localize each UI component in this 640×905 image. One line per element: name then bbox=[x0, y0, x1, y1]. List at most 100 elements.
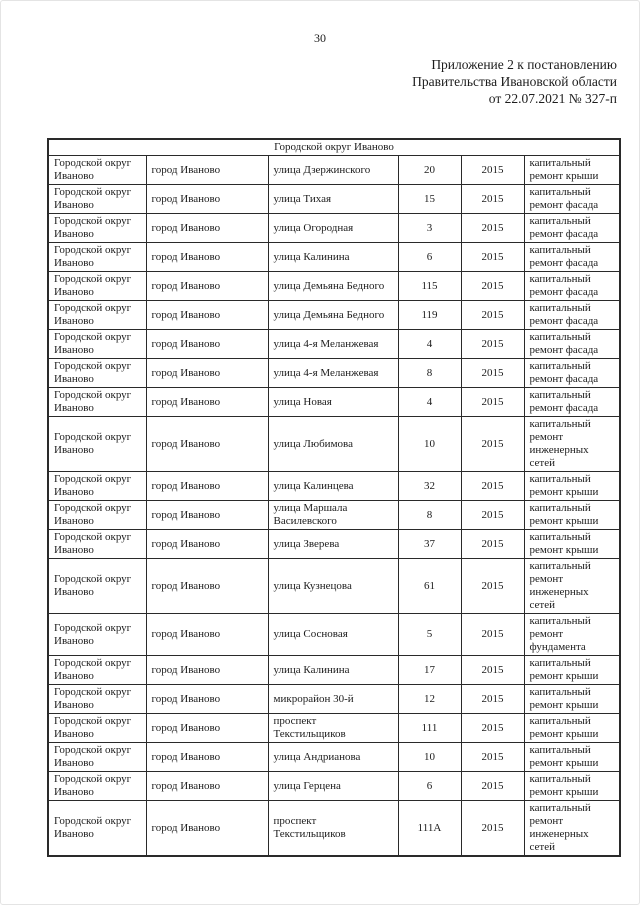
cell-street: улица Новая bbox=[267, 387, 399, 417]
cell-city: город Иваново bbox=[145, 742, 269, 772]
cell-year: 2015 bbox=[460, 329, 525, 359]
cell-work-type: капитальный ремонт крыши bbox=[523, 771, 621, 801]
cell-municipality: Городской округ Иваново bbox=[47, 655, 147, 685]
cell-city: город Иваново bbox=[145, 329, 269, 359]
cell-municipality: Городской округ Иваново bbox=[47, 684, 147, 714]
cell-year: 2015 bbox=[460, 713, 525, 743]
cell-work-type: капитальный ремонт крыши bbox=[523, 471, 621, 501]
cell-house-number: 17 bbox=[397, 655, 462, 685]
cell-house-number: 32 bbox=[397, 471, 462, 501]
annex-line-3: от 22.07.2021 № 327-п bbox=[488, 91, 617, 106]
cell-municipality: Городской округ Иваново bbox=[47, 416, 147, 472]
cell-street: улица Демьяна Бедного bbox=[267, 271, 399, 301]
table-row: Городской округ Иваново город Иваново пр… bbox=[47, 713, 621, 743]
annex-line-1: Приложение 2 к постановлению bbox=[431, 57, 617, 72]
cell-house-number: 8 bbox=[397, 500, 462, 530]
cell-city: город Иваново bbox=[145, 713, 269, 743]
cell-street: улица Любимова bbox=[267, 416, 399, 472]
cell-street: улица Калинина bbox=[267, 655, 399, 685]
cell-work-type: капитальный ремонт фундамента bbox=[523, 613, 621, 656]
cell-street: улица Калинина bbox=[267, 242, 399, 272]
cell-year: 2015 bbox=[460, 184, 525, 214]
cell-work-type: капитальный ремонт крыши bbox=[523, 655, 621, 685]
cell-year: 2015 bbox=[460, 387, 525, 417]
cell-city: город Иваново bbox=[145, 558, 269, 614]
cell-year: 2015 bbox=[460, 242, 525, 272]
cell-city: город Иваново bbox=[145, 155, 269, 185]
table-row: Городской округ Иваново город Иваново ул… bbox=[47, 155, 621, 185]
table-row: Городской округ Иваново город Иваново ул… bbox=[47, 655, 621, 685]
table-row: Городской округ Иваново город Иваново ул… bbox=[47, 613, 621, 656]
cell-house-number: 111 bbox=[397, 713, 462, 743]
cell-municipality: Городской округ Иваново bbox=[47, 771, 147, 801]
table-row: Городской округ Иваново город Иваново ул… bbox=[47, 558, 621, 614]
cell-municipality: Городской округ Иваново bbox=[47, 713, 147, 743]
cell-city: город Иваново bbox=[145, 416, 269, 472]
table-row: Городской округ Иваново город Иваново ул… bbox=[47, 184, 621, 214]
cell-work-type: капитальный ремонт крыши bbox=[523, 713, 621, 743]
cell-year: 2015 bbox=[460, 155, 525, 185]
table-row: Городской округ Иваново город Иваново ул… bbox=[47, 242, 621, 272]
cell-city: город Иваново bbox=[145, 500, 269, 530]
cell-municipality: Городской округ Иваново bbox=[47, 613, 147, 656]
cell-city: город Иваново bbox=[145, 529, 269, 559]
cell-year: 2015 bbox=[460, 213, 525, 243]
cell-municipality: Городской округ Иваново bbox=[47, 387, 147, 417]
cell-year: 2015 bbox=[460, 529, 525, 559]
cell-municipality: Городской округ Иваново bbox=[47, 471, 147, 501]
cell-work-type: капитальный ремонт фасада bbox=[523, 329, 621, 359]
cell-work-type: капитальный ремонт инженерных сетей bbox=[523, 558, 621, 614]
cell-municipality: Городской округ Иваново bbox=[47, 329, 147, 359]
cell-municipality: Городской округ Иваново bbox=[47, 242, 147, 272]
cell-municipality: Городской округ Иваново bbox=[47, 300, 147, 330]
table-row: Городской округ Иваново город Иваново ул… bbox=[47, 771, 621, 801]
table-row: Городской округ Иваново город Иваново ул… bbox=[47, 329, 621, 359]
cell-house-number: 20 bbox=[397, 155, 462, 185]
cell-city: город Иваново bbox=[145, 184, 269, 214]
cell-city: город Иваново bbox=[145, 387, 269, 417]
cell-municipality: Городской округ Иваново bbox=[47, 800, 147, 857]
cell-year: 2015 bbox=[460, 471, 525, 501]
cell-street: улица 4-я Меланжевая bbox=[267, 329, 399, 359]
cell-street: улица Огородная bbox=[267, 213, 399, 243]
cell-street: улица Сосновая bbox=[267, 613, 399, 656]
cell-city: город Иваново bbox=[145, 800, 269, 857]
cell-city: город Иваново bbox=[145, 684, 269, 714]
cell-street: улица Калинцева bbox=[267, 471, 399, 501]
cell-city: город Иваново bbox=[145, 242, 269, 272]
cell-house-number: 111А bbox=[397, 800, 462, 857]
cell-municipality: Городской округ Иваново bbox=[47, 271, 147, 301]
cell-house-number: 6 bbox=[397, 242, 462, 272]
cell-municipality: Городской округ Иваново bbox=[47, 529, 147, 559]
cell-street: улица 4-я Меланжевая bbox=[267, 358, 399, 388]
cell-street: проспект Текстильщиков bbox=[267, 713, 399, 743]
annex-line-2: Правительства Ивановской области bbox=[412, 74, 617, 89]
cell-city: город Иваново bbox=[145, 655, 269, 685]
page-number: 30 bbox=[314, 31, 326, 45]
cell-city: город Иваново bbox=[145, 358, 269, 388]
group-header-label: Городской округ Иваново bbox=[47, 138, 621, 156]
cell-work-type: капитальный ремонт крыши bbox=[523, 684, 621, 714]
cell-work-type: капитальный ремонт инженерных сетей bbox=[523, 416, 621, 472]
cell-work-type: капитальный ремонт крыши bbox=[523, 155, 621, 185]
cell-house-number: 4 bbox=[397, 387, 462, 417]
cell-year: 2015 bbox=[460, 655, 525, 685]
table-row: Городской округ Иваново город Иваново ул… bbox=[47, 300, 621, 330]
cell-house-number: 10 bbox=[397, 416, 462, 472]
cell-municipality: Городской округ Иваново bbox=[47, 184, 147, 214]
cell-street: улица Дзержинского bbox=[267, 155, 399, 185]
table-row: Городской округ Иваново город Иваново ул… bbox=[47, 529, 621, 559]
cell-year: 2015 bbox=[460, 500, 525, 530]
cell-street: микрорайон 30-й bbox=[267, 684, 399, 714]
cell-municipality: Городской округ Иваново bbox=[47, 213, 147, 243]
cell-street: улица Кузнецова bbox=[267, 558, 399, 614]
cell-house-number: 15 bbox=[397, 184, 462, 214]
cell-work-type: капитальный ремонт фасада bbox=[523, 242, 621, 272]
cell-municipality: Городской округ Иваново bbox=[47, 558, 147, 614]
cell-street: улица Маршала Василевского bbox=[267, 500, 399, 530]
cell-house-number: 8 bbox=[397, 358, 462, 388]
table-row: Городской округ Иваново город Иваново ул… bbox=[47, 742, 621, 772]
group-header-row: Городской округ Иваново bbox=[47, 138, 621, 156]
cell-municipality: Городской округ Иваново bbox=[47, 500, 147, 530]
cell-year: 2015 bbox=[460, 771, 525, 801]
